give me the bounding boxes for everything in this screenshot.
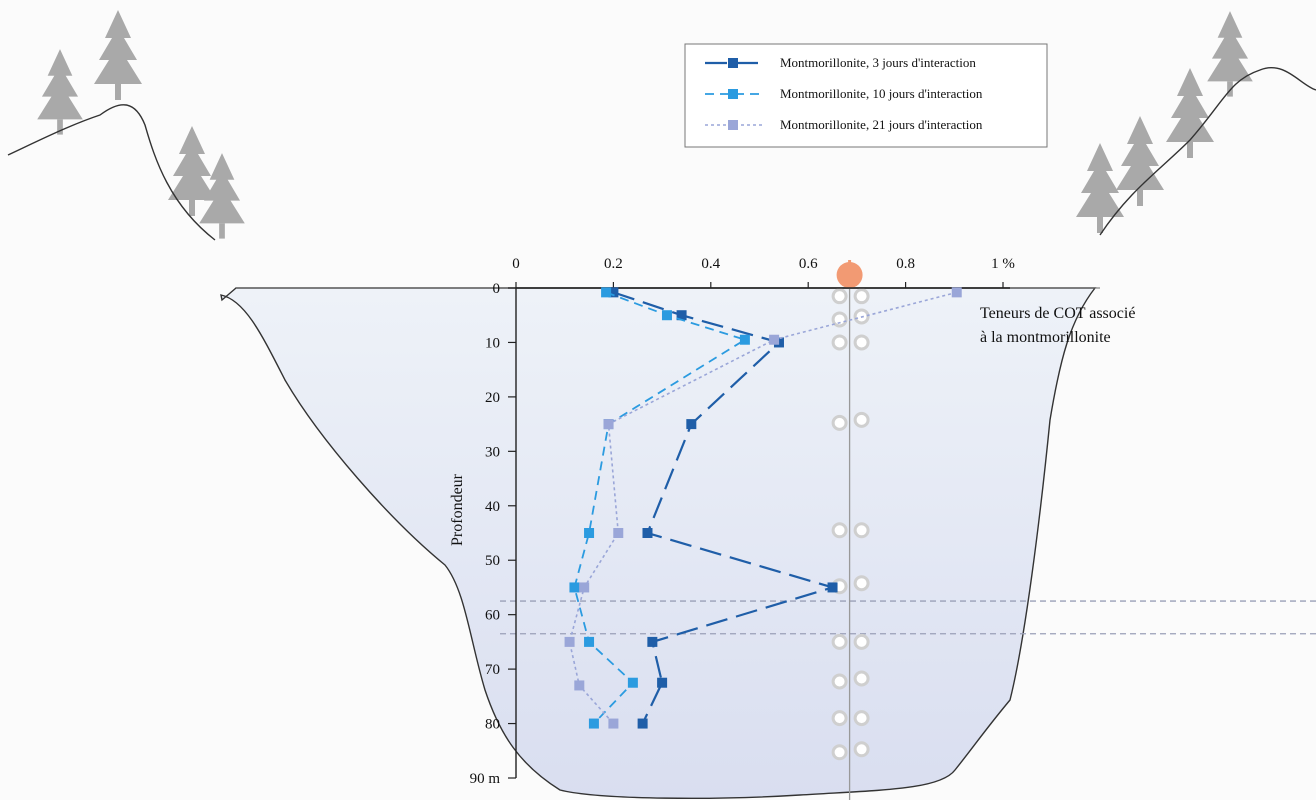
data-point: [584, 636, 595, 647]
x-tick-label: 0.2: [604, 256, 623, 272]
pine-tree-icon: [168, 126, 216, 216]
bubble-icon: [831, 288, 848, 305]
data-point: [627, 677, 638, 688]
bubble-icon: [831, 311, 848, 328]
y-tick-label: 10: [485, 335, 500, 351]
bubble-icon: [853, 741, 870, 758]
bubble-icon: [853, 522, 870, 539]
x-tick-label: 1 %: [991, 256, 1015, 272]
axes: 0 0.2 0.4 0.6 0.8 1 % 0 10 20 30 40 50 60 70 80 90 m: [470, 256, 1015, 787]
y-tick-label: 30: [485, 444, 500, 460]
data-point: [601, 287, 612, 298]
data-point: [739, 334, 750, 345]
y-tick-label: 80: [485, 717, 500, 733]
data-point: [827, 582, 838, 593]
y-tick-label: 20: [485, 390, 500, 406]
y-axis-title: Profondeur: [449, 473, 466, 546]
y-tick-label: 50: [485, 553, 500, 569]
y-tick-label: 40: [485, 499, 500, 515]
pine-tree-icon: [37, 49, 83, 135]
data-point: [647, 636, 658, 647]
dashed-depth-lines: [500, 600, 1316, 635]
right-hillside: [1099, 67, 1316, 236]
bubble-icon: [853, 288, 870, 305]
legend-marker: [728, 58, 738, 68]
pine-tree-icon: [1207, 11, 1253, 97]
series-layer: [564, 287, 962, 729]
data-point: [569, 582, 580, 593]
data-point: [608, 718, 619, 729]
bubble-icon: [831, 744, 848, 761]
bubble-icon: [831, 710, 848, 727]
annotation-line-1: Teneurs de COT associé: [980, 305, 1135, 322]
data-point: [661, 310, 672, 321]
legend-label: Montmorillonite, 10 jours d'interaction: [780, 86, 983, 101]
data-point: [657, 677, 668, 688]
data-point: [564, 636, 575, 647]
pine-tree-icon: [94, 10, 142, 100]
data-point: [613, 528, 624, 538]
data-point: [686, 419, 697, 430]
pine-tree-icon: [1116, 116, 1164, 206]
y-tick-label: 90 m: [470, 771, 501, 787]
trees: [37, 10, 1253, 239]
data-point: [608, 287, 619, 298]
bubble-icon: [831, 414, 848, 431]
data-point: [588, 718, 599, 729]
reference-line: [836, 260, 863, 800]
annotation-line-2: à la montmorillonite: [980, 329, 1111, 346]
x-tick-label: 0: [512, 256, 520, 272]
x-tick-label: 0.4: [701, 256, 720, 272]
data-point: [574, 680, 585, 691]
data-point: [769, 334, 780, 345]
data-point: [642, 528, 653, 538]
bubble-icon: [853, 633, 870, 650]
left-hillside: [7, 104, 216, 241]
bubble-icon: [853, 575, 870, 592]
series-1: [608, 287, 838, 729]
bubble-icon: [853, 411, 870, 428]
y-tick-label: 60: [485, 608, 500, 624]
legend-marker: [728, 120, 738, 130]
data-point: [637, 718, 648, 729]
bubble-icon: [853, 710, 870, 727]
bubble-icon: [831, 334, 848, 351]
series-line: [573, 291, 748, 725]
data-point: [579, 582, 590, 593]
data-point: [584, 528, 595, 538]
x-tick-label: 0.8: [896, 256, 915, 272]
bubble-icon: [831, 673, 848, 690]
bubble-icon: [831, 522, 848, 539]
y-tick-label: 0: [493, 281, 501, 297]
x-tick-label: 0.6: [799, 256, 818, 272]
pine-tree-icon: [1166, 68, 1214, 158]
data-point: [676, 310, 687, 321]
legend-marker: [728, 89, 738, 99]
data-point: [603, 419, 614, 430]
float-ball-icon: [836, 262, 863, 288]
series-2: [569, 287, 750, 729]
bubble-icon: [831, 633, 848, 650]
bubble-icon: [853, 670, 870, 687]
data-point: [951, 287, 962, 298]
legend-label: Montmorillonite, 21 jours d'interaction: [780, 117, 983, 132]
pine-tree-icon: [1076, 143, 1124, 233]
series-3: [564, 287, 962, 729]
legend-label: Montmorillonite, 3 jours d'interaction: [780, 55, 976, 70]
lake-basin: [220, 287, 1097, 799]
legend-box: [684, 43, 1048, 148]
bubble-icon: [853, 334, 870, 351]
legend: Montmorillonite, 3 jours d'interaction Mo…: [684, 43, 1048, 148]
y-tick-label: 70: [485, 662, 500, 678]
